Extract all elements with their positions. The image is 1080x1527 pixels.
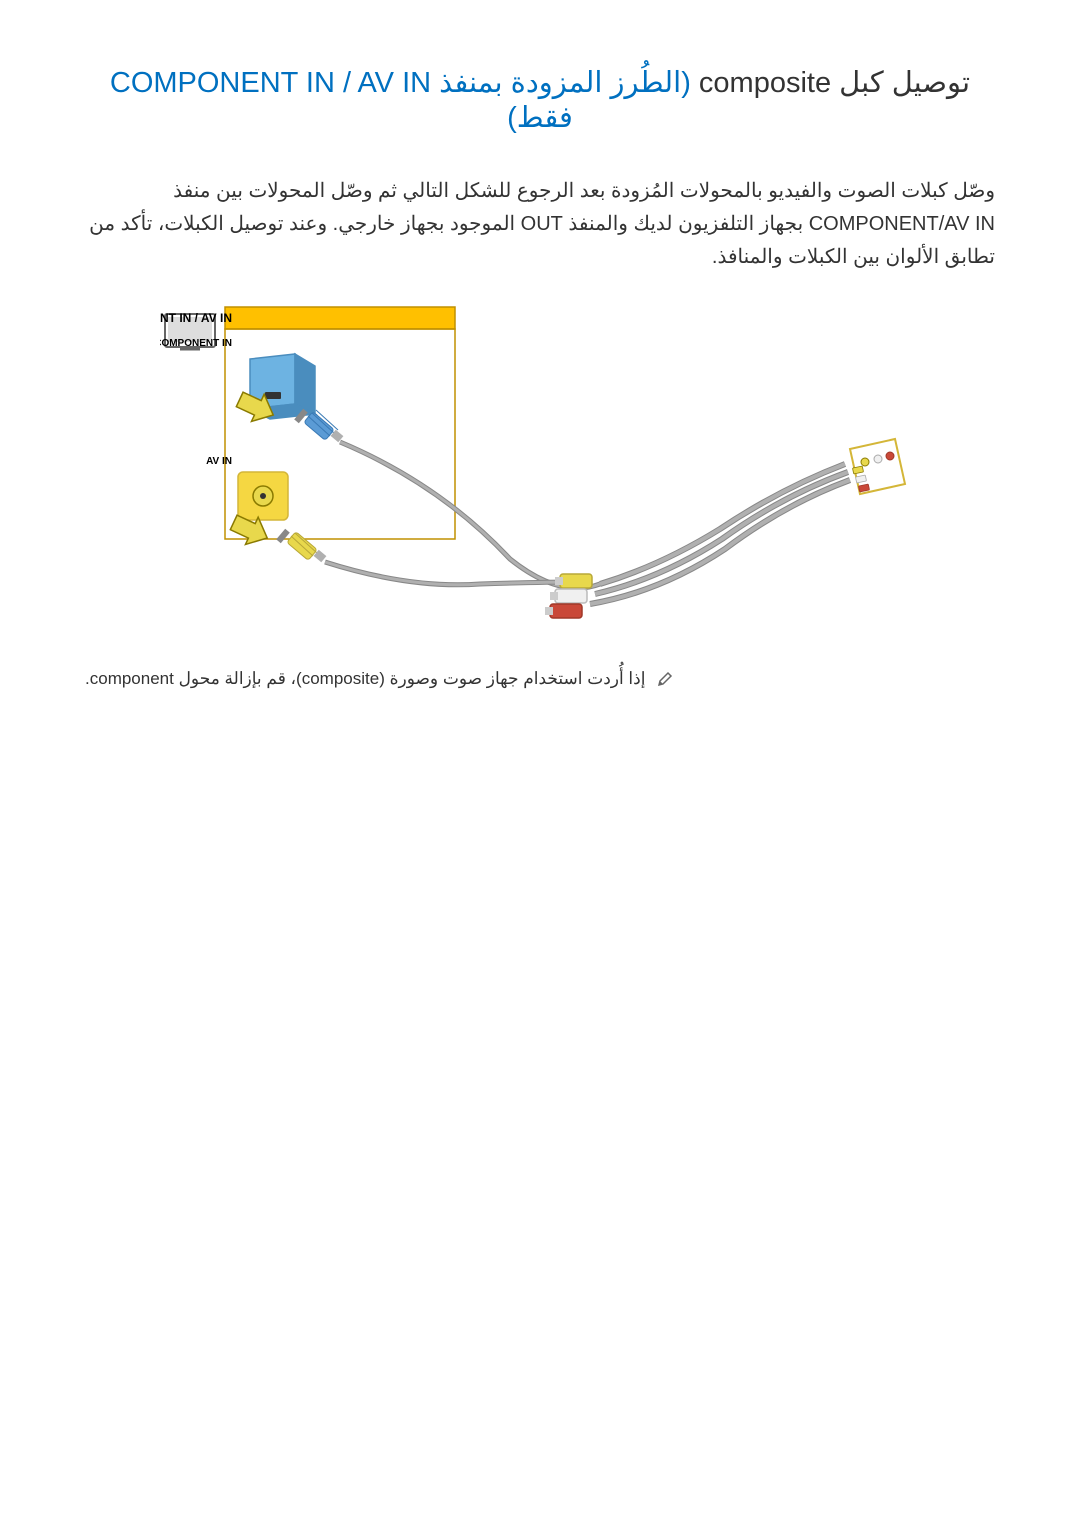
cable-bundle — [590, 464, 850, 604]
diagram-svg: COMPONENT IN / AV IN COMPONENT IN AV IN — [160, 304, 920, 634]
body-paragraph: وصّل كبلات الصوت والفيديو بالمحولات المُ… — [85, 175, 995, 274]
title-part4: COMPONENT IN / AV IN — [110, 67, 431, 99]
connection-diagram: COMPONENT IN / AV IN COMPONENT IN AV IN — [160, 304, 920, 634]
pencil-icon — [657, 671, 673, 687]
note-line: إذا أُردت استخدام جهاز صوت وصورة (compos… — [85, 669, 995, 689]
cables — [325, 442, 600, 588]
yellow-rca-icon — [555, 574, 592, 588]
yellow-jack — [276, 529, 326, 563]
av-in-label: AV IN — [206, 456, 232, 467]
title-part5: فقط) — [507, 102, 573, 134]
red-rca-icon — [545, 604, 582, 618]
header-label: COMPONENT IN / AV IN — [160, 311, 232, 325]
external-device — [850, 439, 905, 494]
title-part3: (الطُرز المزودة بمنفذ — [431, 67, 699, 99]
white-rca-icon — [550, 589, 587, 603]
title-part1: توصيل كبل — [831, 67, 970, 99]
av-port — [238, 472, 288, 520]
component-in-label: COMPONENT IN — [160, 338, 232, 349]
title-part2: composite — [699, 67, 831, 99]
page-title: توصيل كبل composite (الطُرز المزودة بمنف… — [85, 65, 995, 135]
blue-jack — [294, 409, 343, 443]
note-text: إذا أُردت استخدام جهاز صوت وصورة (compos… — [85, 669, 645, 689]
